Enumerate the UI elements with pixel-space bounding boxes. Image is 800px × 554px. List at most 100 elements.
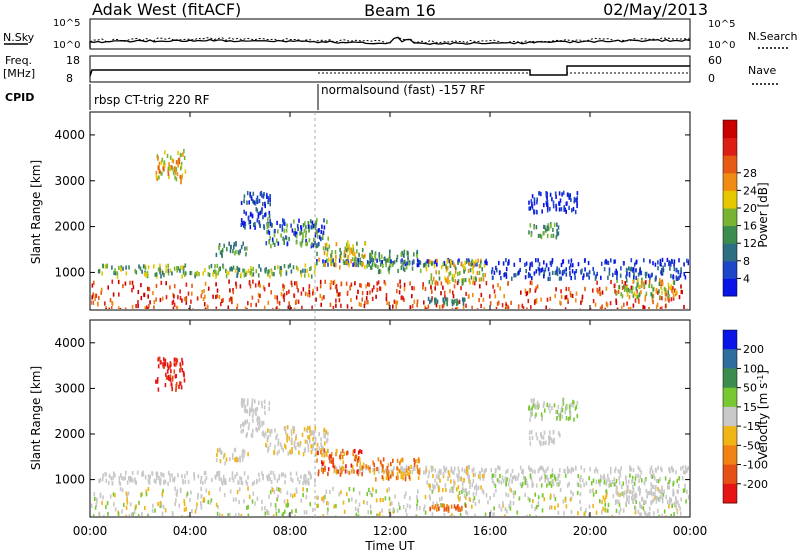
range-gate-cell	[159, 481, 162, 486]
range-gate-cell	[670, 498, 672, 503]
range-gate-cell	[610, 258, 612, 263]
range-gate-cell	[670, 286, 672, 291]
range-gate-cell	[179, 368, 181, 373]
range-gate-cell	[407, 258, 409, 263]
range-gate-cell	[219, 250, 222, 255]
freq-unit-label: [MHz]	[3, 67, 35, 80]
range-gate-cell	[355, 499, 357, 504]
range-gate-cell	[466, 491, 468, 497]
range-gate-cell	[358, 502, 361, 507]
range-gate-cell	[594, 276, 597, 281]
range-gate-cell	[264, 511, 267, 516]
range-gate-cell	[108, 480, 110, 486]
range-gate-cell	[541, 417, 543, 422]
range-gate-cell	[161, 511, 164, 516]
range-gate-cell	[400, 295, 403, 300]
range-gate-cell	[564, 295, 567, 300]
range-gate-cell	[409, 504, 411, 509]
range-gate-cell	[323, 225, 326, 230]
range-gate-cell	[667, 290, 669, 295]
range-gate-cell	[551, 197, 553, 202]
range-gate-cell	[277, 241, 280, 246]
range-gate-cell	[569, 415, 571, 420]
range-gate-cell	[280, 233, 282, 238]
range-gate-cell	[183, 296, 186, 302]
range-gate-cell	[486, 261, 488, 266]
range-gate-cell	[169, 473, 171, 478]
range-gate-cell	[512, 494, 515, 499]
range-gate-cell	[673, 267, 676, 272]
range-gate-cell	[358, 252, 360, 257]
range-gate-cell	[140, 296, 143, 301]
range-gate-cell	[585, 481, 588, 486]
range-gate-cell	[626, 292, 629, 297]
range-gate-cell	[144, 475, 147, 480]
range-gate-cell	[371, 288, 374, 293]
range-gate-cell	[465, 466, 468, 471]
range-gate-cell	[672, 293, 675, 298]
range-gate-cell	[359, 470, 361, 475]
range-gate-cell	[507, 281, 509, 286]
range-gate-cell	[204, 479, 206, 484]
range-gate-cell	[627, 485, 629, 490]
range-gate-cell	[214, 474, 217, 479]
range-gate-cell	[430, 260, 432, 265]
range-gate-cell	[664, 476, 667, 481]
range-gate-cell	[508, 504, 510, 509]
range-gate-cell	[309, 428, 311, 433]
range-gate-cell	[243, 408, 246, 413]
range-gate-cell	[234, 513, 237, 516]
range-gate-cell	[557, 412, 560, 418]
range-gate-cell	[647, 273, 650, 278]
range-gate-cell	[338, 298, 341, 303]
range-gate-cell	[485, 281, 488, 286]
range-gate-cell	[140, 283, 142, 288]
range-gate-cell	[463, 477, 465, 482]
range-gate-cell	[417, 475, 420, 480]
range-gate-cell	[634, 506, 637, 511]
range-gate-cell	[641, 497, 644, 502]
range-gate-cell	[442, 285, 444, 290]
range-gate-cell	[321, 496, 323, 502]
range-gate-cell	[441, 304, 444, 309]
range-gate-cell	[202, 297, 205, 302]
range-gate-cell	[448, 473, 451, 478]
range-gate-cell	[603, 480, 606, 485]
range-gate-cell	[242, 421, 244, 426]
range-gate-cell	[584, 286, 586, 292]
range-gate-cell	[637, 465, 639, 470]
range-gate-cell	[678, 476, 680, 481]
range-gate-cell	[564, 307, 567, 309]
noise-right-tick-bottom: 10^0	[708, 40, 735, 51]
range-gate-cell	[474, 501, 477, 507]
range-gate-cell	[397, 282, 399, 288]
range-gate-cell	[240, 429, 243, 434]
range-gate-cell	[664, 262, 666, 267]
range-gate-cell	[537, 469, 540, 474]
range-gate-cell	[125, 491, 128, 496]
range-gate-cell	[403, 249, 406, 254]
range-gate-cell	[424, 510, 427, 515]
range-gate-cell	[256, 199, 259, 205]
range-gate-cell	[339, 454, 341, 460]
range-gate-cell	[640, 504, 643, 509]
range-gate-cell	[543, 260, 545, 265]
range-gate-cell	[269, 202, 271, 207]
range-gate-cell	[215, 502, 218, 507]
range-gate-cell	[327, 262, 329, 267]
range-gate-cell	[125, 505, 128, 510]
range-gate-cell	[295, 299, 298, 304]
range-gate-cell	[274, 444, 276, 449]
range-gate-cell	[440, 469, 442, 474]
range-gate-cell	[599, 306, 602, 309]
range-gate-cell	[563, 207, 565, 212]
range-gate-cell	[372, 487, 374, 492]
range-gate-cell	[549, 207, 551, 212]
range-gate-cell	[482, 476, 485, 481]
range-gate-cell	[174, 486, 176, 491]
range-gate-cell	[159, 501, 162, 506]
range-gate-cell	[262, 215, 264, 220]
range-gate-cell	[675, 505, 678, 510]
range-gate-cell	[509, 506, 512, 511]
range-gate-cell	[260, 190, 263, 196]
